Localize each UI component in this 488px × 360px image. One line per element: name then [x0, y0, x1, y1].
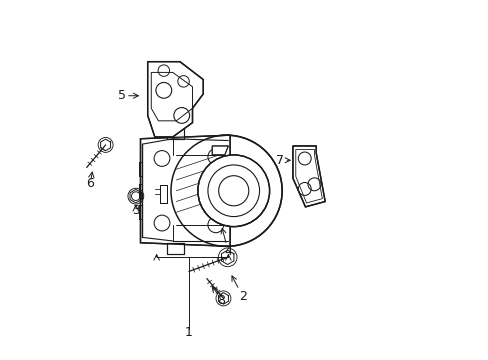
Polygon shape: [140, 135, 230, 246]
Circle shape: [198, 155, 269, 226]
Circle shape: [171, 135, 282, 246]
Polygon shape: [160, 185, 167, 203]
Text: 3: 3: [132, 204, 140, 217]
Text: 4: 4: [221, 229, 232, 258]
Text: 7: 7: [276, 154, 289, 167]
Polygon shape: [167, 243, 183, 253]
Text: 5: 5: [118, 89, 138, 102]
Text: 8: 8: [217, 294, 225, 307]
Text: 1: 1: [184, 326, 192, 339]
Polygon shape: [147, 62, 203, 137]
Polygon shape: [212, 146, 228, 155]
Polygon shape: [167, 128, 183, 139]
Text: 6: 6: [85, 177, 93, 190]
Polygon shape: [292, 146, 325, 207]
Text: 2: 2: [231, 276, 246, 303]
